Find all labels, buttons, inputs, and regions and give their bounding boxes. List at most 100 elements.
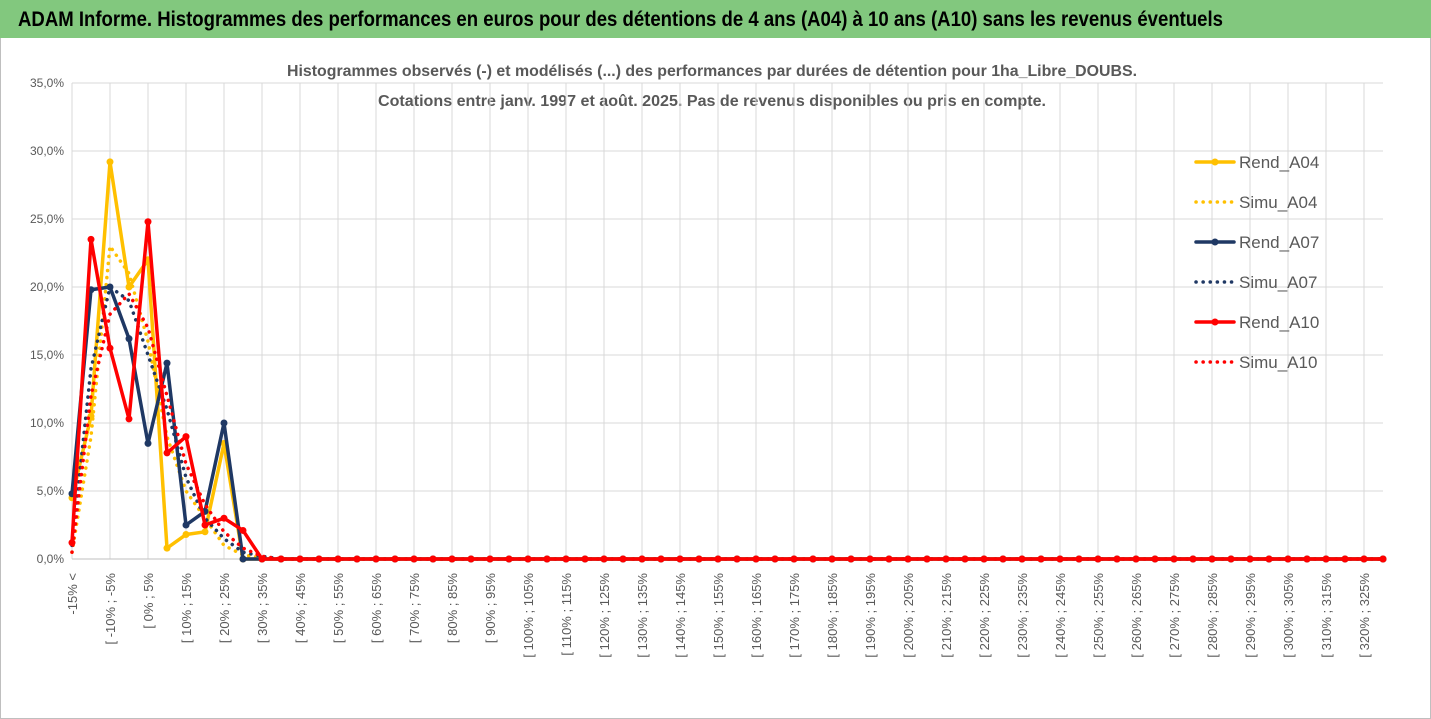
x-tick-label: [ 220% ; 225%: [977, 573, 992, 658]
legend-marker: [1211, 318, 1219, 326]
x-tick-label: [ 310% ; 315%: [1319, 573, 1334, 658]
data-point: [980, 555, 988, 563]
x-tick-label: [ 180% ; 185%: [825, 573, 840, 658]
data-point: [638, 555, 646, 563]
legend-label: Simu_A10: [1239, 353, 1317, 372]
data-point: [562, 555, 570, 563]
x-tick-label: [ 240% ; 245%: [1053, 573, 1068, 658]
data-point: [847, 555, 855, 563]
data-point: [505, 555, 513, 563]
data-point: [125, 415, 133, 423]
x-tick-label: [ 150% ; 155%: [711, 573, 726, 658]
data-point: [923, 555, 931, 563]
series-line: [70, 292, 1385, 561]
data-point: [1208, 555, 1216, 563]
legend-label: Simu_A04: [1239, 193, 1317, 212]
x-tick-label: [ 210% ; 215%: [939, 573, 954, 658]
x-tick-label: [ 320% ; 325%: [1357, 573, 1372, 658]
data-point: [1265, 555, 1273, 563]
data-point: [790, 555, 798, 563]
data-point: [752, 555, 760, 563]
data-point: [676, 555, 684, 563]
x-tick-label: [ 130% ; 135%: [635, 573, 650, 658]
data-point: [163, 449, 171, 457]
data-point: [201, 521, 209, 529]
x-tick-label: -15% <: [65, 573, 80, 615]
x-tick-label: [ 0% ; 5%: [141, 573, 156, 629]
page-title: ADAM Informe. Histogrammes des performan…: [18, 8, 1223, 31]
data-point: [1322, 555, 1330, 563]
y-tick-label: 15,0%: [30, 348, 64, 362]
data-point: [239, 526, 247, 534]
x-tick-label: [ 250% ; 255%: [1091, 573, 1106, 658]
data-point: [125, 335, 133, 343]
data-point: [1037, 555, 1045, 563]
data-point: [619, 555, 627, 563]
y-tick-label: 25,0%: [30, 212, 64, 226]
data-point: [106, 158, 114, 166]
chart-title: Histogrammes observés (-) et modélisés (…: [287, 63, 1137, 80]
x-tick-label: [ 10% ; 15%: [179, 573, 194, 644]
data-point: [201, 528, 209, 536]
data-point: [144, 439, 152, 447]
x-tick-label: [ 200% ; 205%: [901, 573, 916, 658]
x-tick-label: [ 50% ; 55%: [331, 573, 346, 644]
x-tick-label: [ 270% ; 275%: [1167, 573, 1182, 658]
x-tick-label: [ 280% ; 285%: [1205, 573, 1220, 658]
x-tick-label: [ -10% ; -5%: [103, 573, 118, 645]
data-point: [182, 531, 190, 539]
x-tick-label: [ 290% ; 295%: [1243, 573, 1258, 658]
data-point: [163, 544, 171, 552]
legend-label: Simu_A07: [1239, 273, 1317, 292]
data-point: [581, 555, 589, 563]
data-point: [106, 344, 114, 352]
data-point: [391, 555, 399, 563]
data-point: [1341, 555, 1349, 563]
x-tick-label: [ 140% ; 145%: [673, 573, 688, 658]
x-tick-label: [ 170% ; 175%: [787, 573, 802, 658]
data-point: [334, 555, 342, 563]
data-point: [163, 359, 171, 367]
x-tick-label: [ 80% ; 85%: [445, 573, 460, 644]
legend-label: Rend_A10: [1239, 313, 1319, 332]
data-point: [87, 235, 95, 243]
legend-label: Rend_A04: [1239, 153, 1319, 172]
x-tick-label: [ 100% ; 105%: [521, 573, 536, 658]
data-point: [866, 555, 874, 563]
x-tick-label: [ 120% ; 125%: [597, 573, 612, 658]
data-point: [182, 521, 190, 529]
y-tick-label: 30,0%: [30, 144, 64, 158]
data-point: [1284, 555, 1292, 563]
chart-subtitle: Cotations entre janv. 1997 et août. 2025…: [378, 93, 1046, 110]
x-tick-label: [ 40% ; 45%: [293, 573, 308, 644]
data-point: [1379, 555, 1387, 563]
data-point: [1151, 555, 1159, 563]
x-tick-label: [ 260% ; 265%: [1129, 573, 1144, 658]
x-tick-label: [ 30% ; 35%: [255, 573, 270, 644]
legend-marker: [1211, 158, 1219, 166]
data-point: [1094, 555, 1102, 563]
x-tick-label: [ 90% ; 95%: [483, 573, 498, 644]
data-point: [448, 555, 456, 563]
data-point: [125, 283, 133, 291]
legend-marker: [1211, 238, 1219, 246]
x-tick-label: [ 60% ; 65%: [369, 573, 384, 644]
data-point: [733, 555, 741, 563]
y-tick-label: 35,0%: [30, 76, 64, 90]
x-tick-label: [ 230% ; 235%: [1015, 573, 1030, 658]
y-tick-label: 10,0%: [30, 416, 64, 430]
data-point: [239, 555, 247, 563]
data-point: [182, 433, 190, 441]
data-point: [220, 514, 228, 522]
data-point: [144, 218, 152, 226]
x-tick-label: [ 160% ; 165%: [749, 573, 764, 658]
legend-label: Rend_A07: [1239, 233, 1319, 252]
x-tick-label: [ 300% ; 305%: [1281, 573, 1296, 658]
data-point: [220, 419, 228, 427]
data-point: [277, 555, 285, 563]
x-tick-label: [ 20% ; 25%: [217, 573, 232, 644]
x-tick-label: [ 190% ; 195%: [863, 573, 878, 658]
